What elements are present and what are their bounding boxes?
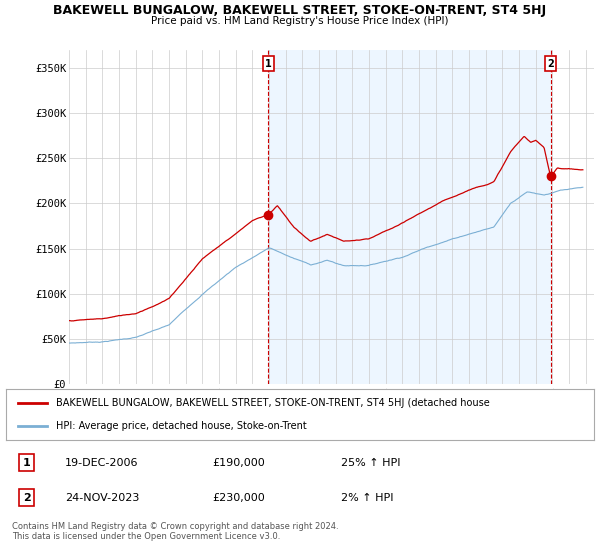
Text: 19-DEC-2006: 19-DEC-2006 — [65, 458, 139, 468]
Text: Contains HM Land Registry data © Crown copyright and database right 2024.
This d: Contains HM Land Registry data © Crown c… — [12, 522, 338, 542]
Text: £190,000: £190,000 — [212, 458, 265, 468]
Text: 1: 1 — [265, 59, 272, 69]
Text: 2% ↑ HPI: 2% ↑ HPI — [341, 493, 394, 502]
Text: HPI: Average price, detached house, Stoke-on-Trent: HPI: Average price, detached house, Stok… — [56, 421, 307, 431]
Text: BAKEWELL BUNGALOW, BAKEWELL STREET, STOKE-ON-TRENT, ST4 5HJ (detached house: BAKEWELL BUNGALOW, BAKEWELL STREET, STOK… — [56, 398, 490, 408]
Text: 2: 2 — [23, 493, 31, 502]
Text: BAKEWELL BUNGALOW, BAKEWELL STREET, STOKE-ON-TRENT, ST4 5HJ: BAKEWELL BUNGALOW, BAKEWELL STREET, STOK… — [53, 4, 547, 17]
Text: 24-NOV-2023: 24-NOV-2023 — [65, 493, 139, 502]
Text: £230,000: £230,000 — [212, 493, 265, 502]
Text: 1: 1 — [23, 458, 31, 468]
Text: Price paid vs. HM Land Registry's House Price Index (HPI): Price paid vs. HM Land Registry's House … — [151, 16, 449, 26]
Text: 25% ↑ HPI: 25% ↑ HPI — [341, 458, 401, 468]
Bar — [268, 50, 551, 384]
Text: 2: 2 — [547, 59, 554, 69]
